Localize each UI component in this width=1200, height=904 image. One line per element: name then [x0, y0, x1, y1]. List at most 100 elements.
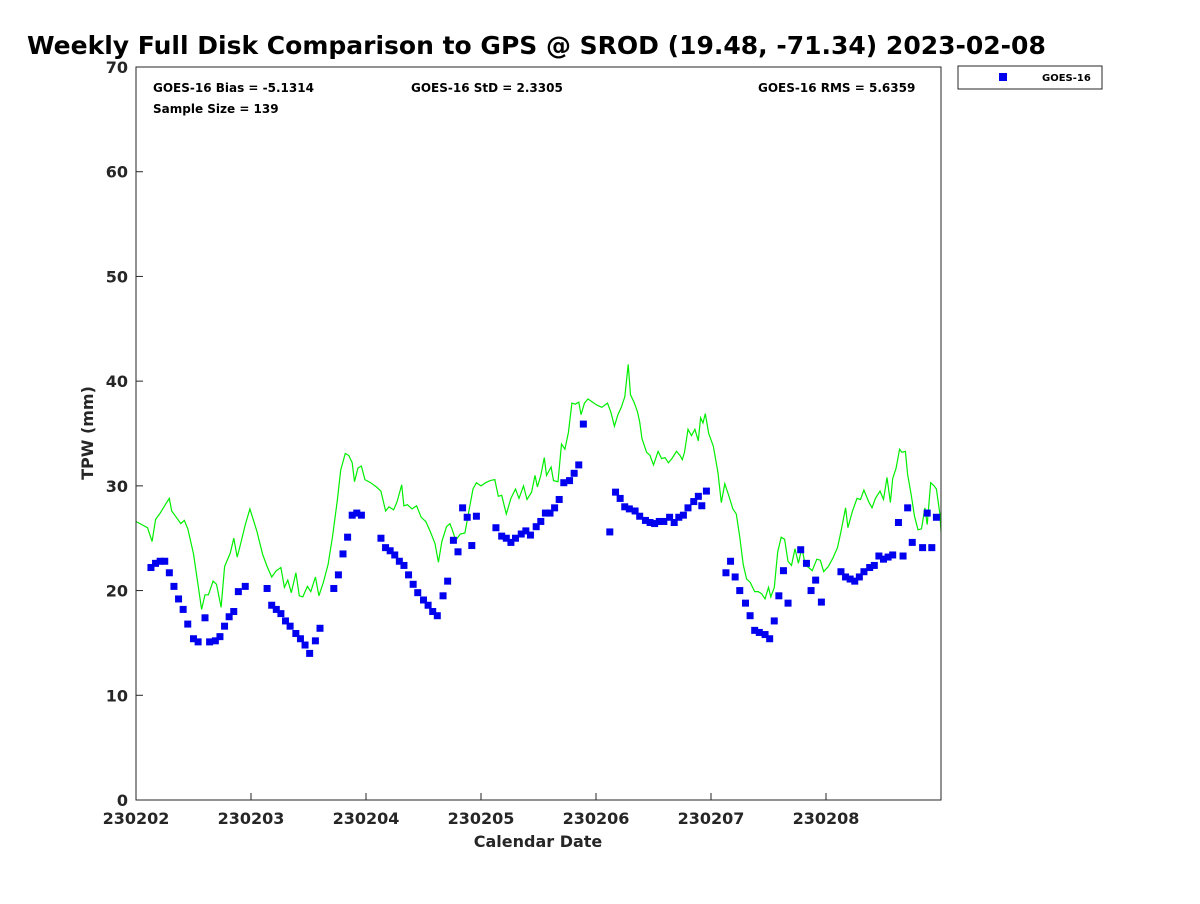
goes16-point	[541, 509, 549, 517]
goes16-point	[923, 509, 931, 517]
goes16-point	[880, 555, 887, 563]
goes16-point	[234, 588, 242, 596]
y-tick-label: 20	[106, 582, 128, 601]
goes16-point	[377, 534, 385, 542]
goes16-point	[812, 576, 820, 584]
goes16-point	[268, 601, 276, 609]
goes16-point	[884, 553, 892, 561]
goes16-point	[660, 517, 668, 525]
y-tick-label: 0	[117, 791, 128, 810]
goes16-point	[775, 592, 783, 600]
x-tick-label: 230208	[793, 809, 860, 828]
goes16-point	[405, 571, 413, 579]
goes16-point	[555, 495, 563, 503]
goes16-point	[206, 638, 214, 646]
goes16-point	[414, 589, 422, 597]
goes16-point	[631, 507, 639, 515]
goes16-point	[537, 517, 545, 525]
tick-layer: 230202 230203 230204 230205 230206 230207 2302…	[103, 58, 860, 828]
goes16-point	[842, 573, 850, 581]
chart-title: Weekly Full Disk Comparison to GPS @ SRO…	[27, 31, 1046, 60]
goes16-point	[875, 552, 883, 560]
goes16-point	[702, 487, 710, 495]
goes16-point	[904, 504, 912, 512]
x-axis-label: Calendar Date	[474, 832, 603, 851]
goes16-point	[230, 608, 238, 616]
goes16-point	[454, 548, 462, 556]
goes16-point	[755, 628, 763, 636]
goes16-point	[846, 575, 854, 583]
goes16-point	[551, 504, 559, 512]
goes16-point	[675, 513, 683, 521]
y-tick-label: 50	[106, 267, 128, 286]
goes16-point	[409, 580, 417, 588]
legend-label: GOES-16	[1042, 73, 1091, 84]
goes16-point	[606, 528, 614, 536]
plot-area	[135, 364, 942, 657]
y-tick-label: 70	[106, 58, 128, 77]
goes16-point	[526, 531, 534, 539]
goes16-point	[512, 534, 519, 542]
legend-marker	[999, 73, 1007, 81]
goes16-point	[286, 622, 294, 630]
goes16-point	[641, 516, 649, 524]
goes16-point	[566, 477, 574, 485]
goes16-point	[889, 551, 897, 559]
goes16-point	[433, 612, 441, 620]
goes16-point	[156, 557, 164, 565]
goes16-point	[420, 596, 427, 604]
goes16-point	[522, 527, 530, 535]
goes16-point	[690, 498, 698, 506]
goes16-point	[802, 559, 810, 567]
x-tick-label: 230203	[218, 809, 285, 828]
goes16-point	[899, 552, 907, 560]
goes16-point	[498, 532, 506, 540]
goes16-point	[651, 520, 659, 528]
goes16-point	[722, 569, 730, 577]
goes16-point	[179, 605, 187, 613]
goes16-point	[666, 513, 674, 521]
goes16-point	[694, 492, 702, 500]
goes16-point	[570, 469, 578, 477]
bias-stat: GOES-16 Bias = -5.1314	[153, 81, 314, 95]
goes16-point	[194, 638, 202, 646]
goes16-point	[860, 568, 868, 576]
axes-frame	[135, 66, 942, 801]
goes16-point	[357, 511, 365, 519]
goes16-point	[272, 605, 280, 613]
goes16-point	[221, 622, 229, 630]
goes16-point	[211, 637, 219, 645]
goes16-point	[546, 509, 554, 517]
goes16-point	[400, 561, 408, 569]
goes16-point	[766, 635, 774, 643]
goes16-point	[560, 479, 568, 487]
y-tick-label: 40	[106, 372, 128, 391]
goes16-point	[292, 630, 300, 638]
goes16-point	[201, 614, 209, 622]
goes16-point	[684, 504, 692, 512]
goes16-point	[334, 571, 342, 579]
goes16-point	[444, 577, 452, 585]
gps-series-line	[135, 364, 942, 610]
goes16-point	[316, 624, 324, 632]
goes16-point	[190, 635, 197, 643]
goes16-point	[507, 538, 515, 546]
goes16-point	[797, 546, 805, 554]
goes16-point	[165, 569, 173, 577]
goes16-point	[459, 504, 467, 512]
goes16-point	[932, 513, 940, 521]
y-tick-label: 60	[106, 163, 128, 182]
goes16-point	[807, 587, 815, 595]
goes16-point	[625, 505, 633, 513]
x-tick-label: 230206	[563, 809, 630, 828]
goes16-point	[742, 599, 749, 607]
goes16-point	[751, 626, 759, 634]
goes16-point	[655, 517, 663, 525]
goes16-point	[161, 557, 169, 565]
goes16-point	[646, 519, 654, 527]
goes16-point	[575, 461, 583, 469]
goes16-point	[147, 564, 155, 572]
goes16-point	[851, 577, 859, 585]
goes16-point	[311, 637, 319, 645]
